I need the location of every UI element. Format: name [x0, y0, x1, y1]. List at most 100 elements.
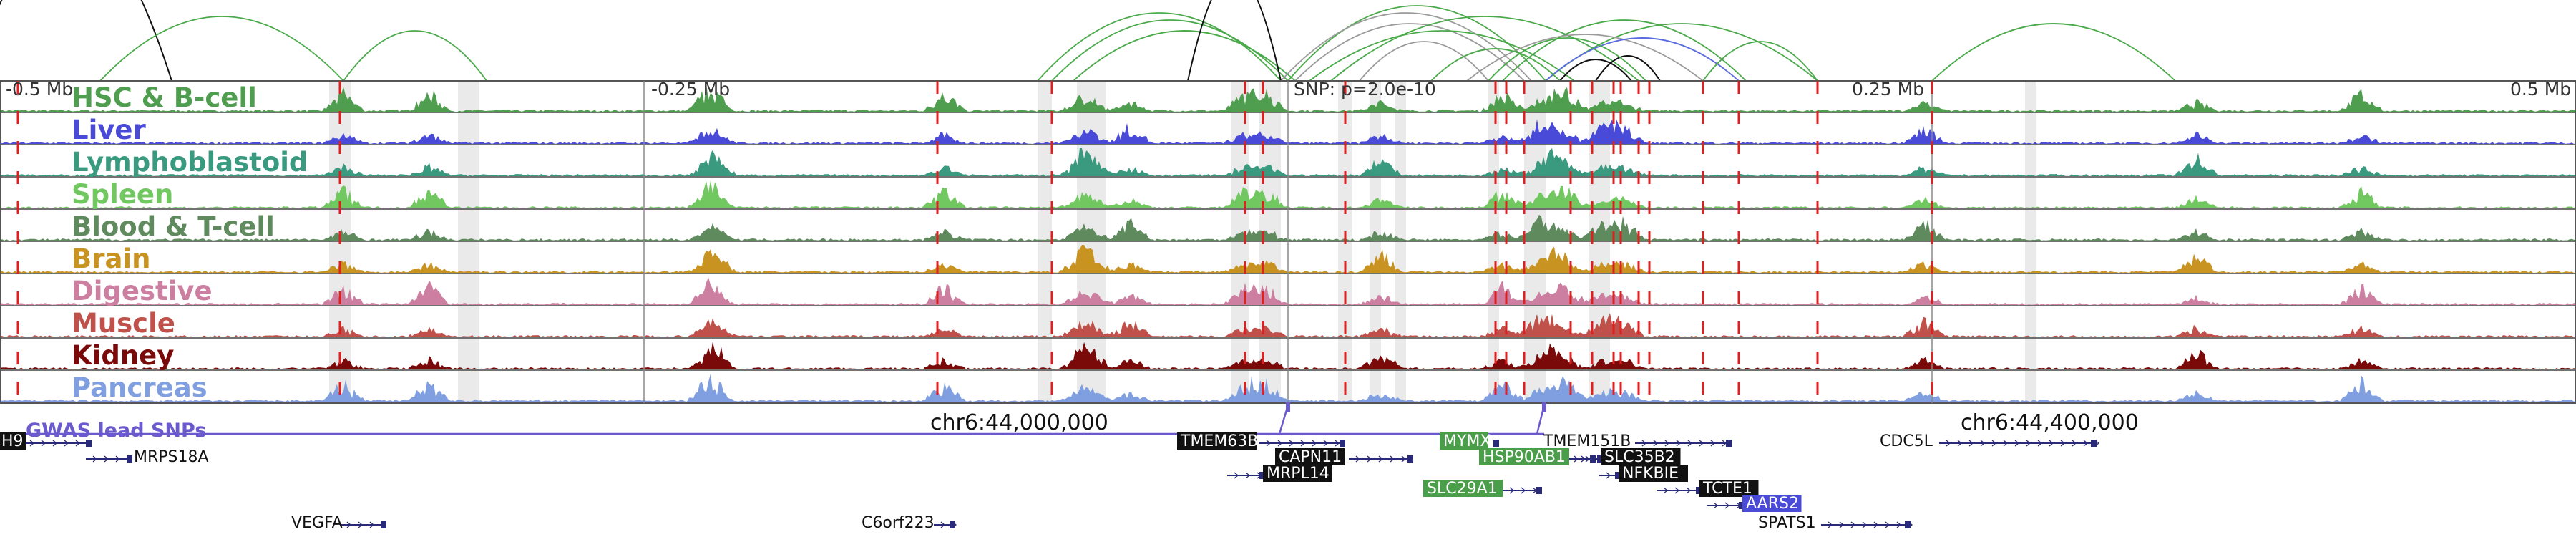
gene-exon: [950, 521, 955, 528]
strand-arrow: [64, 440, 69, 447]
gene-label[interactable]: SPATS1: [1758, 514, 1816, 532]
gene-label[interactable]: CDC5L: [1880, 432, 1933, 450]
strand-arrow: [1873, 521, 1879, 528]
gene-label[interactable]: SLC29A1: [1427, 480, 1498, 498]
interaction-arc: [99, 16, 344, 82]
gene-label[interactable]: CAPN11: [1279, 448, 1342, 466]
strand-arrow: [1686, 487, 1692, 494]
signal-tracks: [0, 80, 2576, 404]
interaction-arc: [1702, 41, 1818, 82]
strand-arrow: [940, 521, 946, 528]
strand-arrow: [1521, 487, 1526, 494]
gene-label-box: [1423, 480, 1503, 497]
gene-label[interactable]: SLC35B2: [1604, 448, 1675, 466]
interaction-arc: [1595, 55, 1661, 82]
strand-arrow: [1289, 440, 1294, 447]
gene-label-box: [1177, 432, 1257, 450]
interaction-arc: [1037, 12, 1282, 82]
strand-arrow: [115, 455, 121, 463]
gene-label-box: [1619, 465, 1688, 482]
highlight-band: [1488, 81, 1499, 403]
track-label: Pancreas: [72, 372, 208, 403]
track-label: Kidney: [72, 340, 174, 371]
gwas-section: GWAS lead SNPs: [0, 402, 1546, 442]
gene-label[interactable]: MRPS18A: [134, 448, 209, 466]
strand-arrow: [29, 440, 35, 447]
highlight-band: [1524, 81, 1546, 403]
gene-label-box: [0, 432, 26, 450]
strand-arrow: [1581, 455, 1586, 463]
interaction-arc: [0, 0, 172, 82]
interaction-arc: [1294, 23, 1525, 82]
strand-arrow: [1980, 440, 1986, 447]
strand-arrow: [1312, 440, 1317, 447]
strand-arrow: [2026, 440, 2031, 447]
strand-arrow: [1664, 440, 1670, 447]
gene-label-box: [1275, 448, 1345, 465]
gene-label-box: [1440, 432, 1488, 450]
strand-arrow: [1641, 440, 1647, 447]
gwas-label: GWAS lead SNPs: [26, 420, 206, 442]
interaction-arc: [1309, 30, 1575, 82]
interaction-arcs: [0, 0, 2176, 82]
interaction-arc: [1287, 5, 1546, 82]
gene-label[interactable]: AARS2: [1746, 495, 1799, 513]
strand-arrow: [2072, 440, 2077, 447]
gene-label[interactable]: NFKBIE: [1622, 465, 1679, 483]
gene-label[interactable]: MRPL14: [1267, 465, 1330, 483]
interaction-arc: [1073, 30, 1296, 82]
strand-arrow: [1676, 440, 1682, 447]
gene-label[interactable]: H9: [1, 432, 24, 450]
gene-exon: [2091, 440, 2097, 447]
gene-exon: [381, 521, 386, 528]
strand-arrow: [2083, 440, 2089, 447]
strand-arrow: [1245, 472, 1251, 479]
strand-arrow: [1850, 521, 1856, 528]
gene-label[interactable]: TMEM63B: [1180, 432, 1258, 450]
strand-arrow: [52, 440, 58, 447]
interaction-arc: [343, 30, 487, 82]
strand-arrow: [1862, 521, 1868, 528]
strand-arrow: [75, 440, 81, 447]
gene-exon: [1739, 502, 1745, 509]
gene-exon: [1696, 487, 1702, 494]
strand-arrow: [1606, 472, 1611, 479]
strand-arrow: [1968, 440, 1974, 447]
interaction-arc: [1931, 23, 2176, 82]
strand-arrow: [104, 455, 109, 463]
interaction-arc: [1187, 0, 1282, 82]
gene-label[interactable]: HSP90AB1: [1483, 448, 1566, 466]
strand-arrow: [1653, 440, 1659, 447]
track-label: HSC & B-cell: [72, 82, 257, 113]
track-label: Brain: [72, 243, 150, 274]
strand-arrow: [1713, 502, 1719, 509]
strand-arrow: [2037, 440, 2043, 447]
strand-arrow: [2003, 440, 2009, 447]
strand-arrow: [1266, 440, 1272, 447]
peak-highlight-bands: [329, 81, 2036, 403]
strand-arrow: [92, 455, 98, 463]
gene-label[interactable]: TMEM151B: [1543, 432, 1631, 450]
gene-label[interactable]: MYMX: [1443, 432, 1491, 450]
gene-label[interactable]: TCTE1: [1702, 480, 1752, 498]
gene-label-box: [1479, 448, 1569, 465]
strand-arrow: [2060, 440, 2066, 447]
highlight-band: [1370, 81, 1381, 403]
gene-annotations: H9 MRPS18A VEGFA C6orf223 TMEM63B CAPN11MRPL1…: [0, 432, 2100, 532]
gene-exon: [1259, 472, 1265, 479]
gene-label[interactable]: C6orf223: [862, 514, 935, 532]
strand-arrow: [358, 521, 364, 528]
strand-arrow: [1885, 521, 1890, 528]
track-label: Muscle: [72, 308, 175, 339]
strand-arrow: [1378, 455, 1384, 463]
strand-arrow: [1710, 440, 1716, 447]
strand-arrow: [41, 440, 47, 447]
gene-label[interactable]: VEGFA: [291, 514, 343, 532]
strand-arrow: [1946, 440, 1951, 447]
interaction-arc: [1488, 37, 1646, 82]
strand-arrow: [1300, 440, 1306, 447]
strand-arrow: [1839, 521, 1845, 528]
strand-arrow: [1699, 440, 1704, 447]
gene-exon: [1597, 455, 1603, 463]
